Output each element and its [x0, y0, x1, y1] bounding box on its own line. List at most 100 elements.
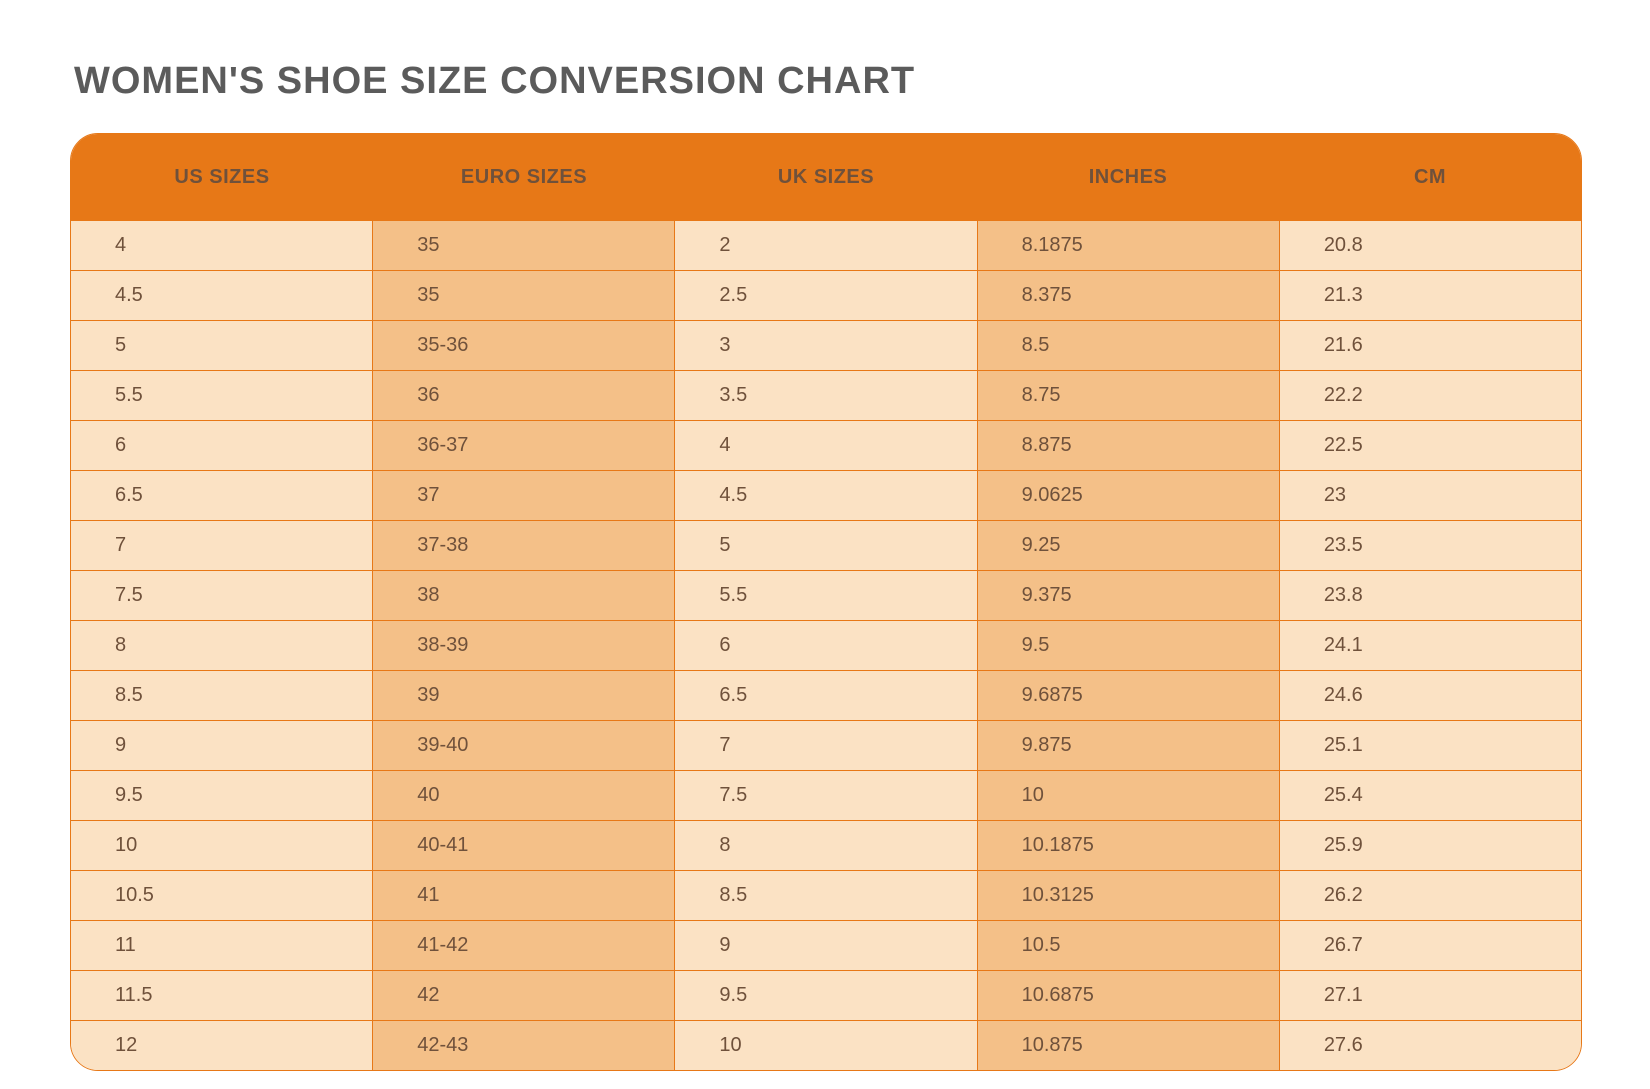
table-cell: 5 [71, 320, 373, 370]
table-body: 43528.187520.84.5352.58.37521.3535-3638.… [71, 220, 1581, 1070]
table-cell: 4.5 [675, 470, 977, 520]
table-cell: 38-39 [373, 620, 675, 670]
table-cell: 6 [71, 420, 373, 470]
table-cell: 36 [373, 370, 675, 420]
table-cell: 10.5 [978, 920, 1280, 970]
table-cell: 7.5 [675, 770, 977, 820]
table-cell: 27.1 [1280, 970, 1581, 1020]
table-row: 636-3748.87522.5 [71, 420, 1581, 470]
col-header-inches: INCHES [977, 166, 1279, 189]
table-cell: 5.5 [675, 570, 977, 620]
table-row: 43528.187520.8 [71, 220, 1581, 270]
col-header-uk: UK SIZES [675, 166, 977, 189]
table-cell: 9.5 [675, 970, 977, 1020]
table-cell: 24.6 [1280, 670, 1581, 720]
table-cell: 10 [675, 1020, 977, 1070]
table-cell: 9.375 [978, 570, 1280, 620]
table-cell: 7 [675, 720, 977, 770]
table-cell: 25.9 [1280, 820, 1581, 870]
table-cell: 8 [71, 620, 373, 670]
table-cell: 8.75 [978, 370, 1280, 420]
table-cell: 10 [71, 820, 373, 870]
table-cell: 23.8 [1280, 570, 1581, 620]
table-cell: 4 [71, 220, 373, 270]
table-cell: 2.5 [675, 270, 977, 320]
table-row: 7.5385.59.37523.8 [71, 570, 1581, 620]
table-cell: 38 [373, 570, 675, 620]
table-cell: 9 [675, 920, 977, 970]
table-cell: 10 [978, 770, 1280, 820]
table-cell: 35-36 [373, 320, 675, 370]
table-cell: 41-42 [373, 920, 675, 970]
table-cell: 42 [373, 970, 675, 1020]
table-row: 8.5396.59.687524.6 [71, 670, 1581, 720]
table-cell: 37-38 [373, 520, 675, 570]
table-cell: 8.375 [978, 270, 1280, 320]
table-cell: 8.5 [71, 670, 373, 720]
table-cell: 21.6 [1280, 320, 1581, 370]
table-row: 10.5418.510.312526.2 [71, 870, 1581, 920]
table-row: 5.5363.58.7522.2 [71, 370, 1581, 420]
table-cell: 26.2 [1280, 870, 1581, 920]
table-cell: 41 [373, 870, 675, 920]
table-cell: 3.5 [675, 370, 977, 420]
table-cell: 4.5 [71, 270, 373, 320]
table-cell: 10.3125 [978, 870, 1280, 920]
table-cell: 39-40 [373, 720, 675, 770]
table-row: 9.5407.51025.4 [71, 770, 1581, 820]
table-cell: 8 [675, 820, 977, 870]
table-row: 838-3969.524.1 [71, 620, 1581, 670]
table-cell: 20.8 [1280, 220, 1581, 270]
table-cell: 7 [71, 520, 373, 570]
table-cell: 9.875 [978, 720, 1280, 770]
size-conversion-table: US SIZES EURO SIZES UK SIZES INCHES CM 4… [70, 133, 1582, 1071]
table-row: 6.5374.59.062523 [71, 470, 1581, 520]
table-cell: 26.7 [1280, 920, 1581, 970]
table-cell: 23 [1280, 470, 1581, 520]
table-row: 1141-42910.526.7 [71, 920, 1581, 970]
table-cell: 2 [675, 220, 977, 270]
col-header-cm: CM [1279, 166, 1581, 189]
table-cell: 35 [373, 270, 675, 320]
col-header-us: US SIZES [71, 166, 373, 189]
table-cell: 25.1 [1280, 720, 1581, 770]
table-cell: 9.6875 [978, 670, 1280, 720]
table-cell: 9.25 [978, 520, 1280, 570]
table-cell: 35 [373, 220, 675, 270]
table-cell: 8.1875 [978, 220, 1280, 270]
table-cell: 4 [675, 420, 977, 470]
table-cell: 8.875 [978, 420, 1280, 470]
table-cell: 39 [373, 670, 675, 720]
table-cell: 21.3 [1280, 270, 1581, 320]
table-cell: 9.5 [978, 620, 1280, 670]
table-row: 737-3859.2523.5 [71, 520, 1581, 570]
table-header-row: US SIZES EURO SIZES UK SIZES INCHES CM [71, 134, 1581, 220]
table-cell: 40-41 [373, 820, 675, 870]
table-cell: 36-37 [373, 420, 675, 470]
table-cell: 5.5 [71, 370, 373, 420]
table-cell: 3 [675, 320, 977, 370]
table-cell: 40 [373, 770, 675, 820]
table-cell: 6 [675, 620, 977, 670]
table-cell: 8.5 [675, 870, 977, 920]
table-cell: 7.5 [71, 570, 373, 620]
table-cell: 23.5 [1280, 520, 1581, 570]
table-row: 11.5429.510.687527.1 [71, 970, 1581, 1020]
table-row: 1242-431010.87527.6 [71, 1020, 1581, 1070]
table-cell: 22.5 [1280, 420, 1581, 470]
page: WOMEN'S SHOE SIZE CONVERSION CHART US SI… [0, 0, 1650, 1089]
table-cell: 11 [71, 920, 373, 970]
table-cell: 8.5 [978, 320, 1280, 370]
table-row: 4.5352.58.37521.3 [71, 270, 1581, 320]
table-cell: 10.875 [978, 1020, 1280, 1070]
table-row: 939-4079.87525.1 [71, 720, 1581, 770]
table-cell: 10.6875 [978, 970, 1280, 1020]
table-cell: 5 [675, 520, 977, 570]
table-cell: 9.5 [71, 770, 373, 820]
table-cell: 22.2 [1280, 370, 1581, 420]
table-row: 535-3638.521.6 [71, 320, 1581, 370]
col-header-euro: EURO SIZES [373, 166, 675, 189]
table-cell: 9 [71, 720, 373, 770]
table-cell: 6.5 [675, 670, 977, 720]
table-cell: 11.5 [71, 970, 373, 1020]
